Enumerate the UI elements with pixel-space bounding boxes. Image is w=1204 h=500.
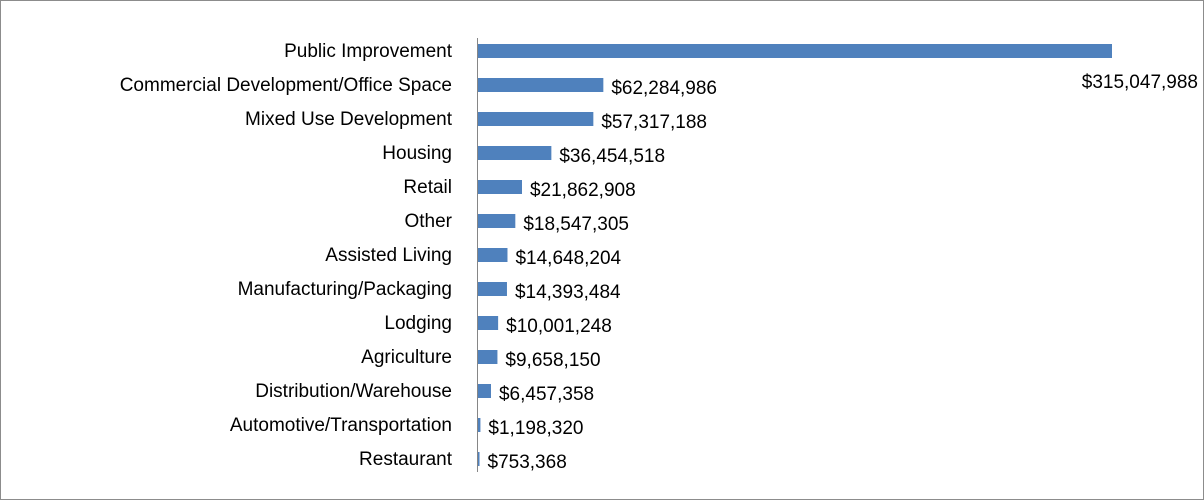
data-label: $14,648,204 [515, 248, 621, 269]
y-tick-label: Mixed Use Development [245, 109, 453, 130]
bar [478, 180, 522, 194]
bar [478, 214, 516, 228]
data-label: $62,284,986 [611, 78, 717, 99]
bar [478, 384, 491, 398]
data-label: $57,317,188 [601, 112, 707, 133]
bar [478, 282, 507, 296]
data-label: $1,198,320 [488, 418, 583, 439]
data-label: $315,047,988 [1082, 72, 1198, 93]
y-tick-label: Assisted Living [325, 245, 452, 266]
bar [478, 112, 594, 126]
bar [478, 44, 1112, 58]
bar [478, 350, 498, 364]
y-tick-label: Housing [382, 143, 452, 164]
data-label: $18,547,305 [523, 214, 629, 235]
data-label: $36,454,518 [559, 146, 665, 167]
y-tick-label: Restaurant [359, 449, 453, 470]
y-tick-label: Other [404, 211, 452, 232]
bar [478, 248, 508, 262]
data-label: $14,393,484 [515, 282, 621, 303]
data-label: $21,862,908 [530, 180, 636, 201]
y-tick-label: Agriculture [361, 347, 452, 368]
bar [478, 146, 552, 160]
bar [478, 452, 480, 466]
bar [478, 418, 481, 432]
data-label: $9,658,150 [505, 350, 600, 371]
data-label: $753,368 [488, 452, 567, 473]
y-tick-label: Automotive/Transportation [230, 415, 452, 436]
y-tick-label: Public Improvement [284, 41, 453, 62]
y-tick-label: Retail [403, 177, 452, 198]
y-tick-label: Manufacturing/Packaging [238, 279, 452, 300]
y-tick-label: Commercial Development/Office Space [120, 75, 452, 96]
data-label: $6,457,358 [499, 384, 594, 405]
bar [478, 316, 499, 330]
bar [478, 78, 604, 92]
y-tick-label: Distribution/Warehouse [255, 381, 452, 402]
data-label: $10,001,248 [506, 316, 612, 337]
y-tick-label: Lodging [384, 313, 452, 334]
